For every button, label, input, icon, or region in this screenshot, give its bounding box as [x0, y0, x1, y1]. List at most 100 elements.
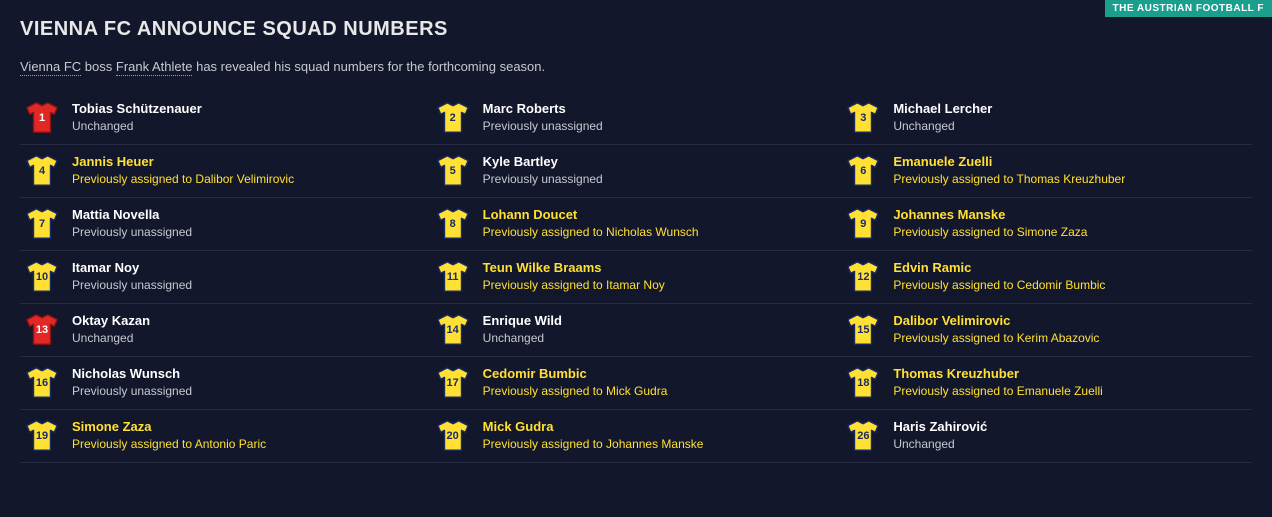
player-status: Unchanged	[893, 437, 1246, 453]
player-cell[interactable]: 8 Lohann Doucet Previously assigned to N…	[431, 198, 842, 251]
player-info: Cedomir Bumbic Previously assigned to Mi…	[475, 366, 836, 399]
player-cell[interactable]: 26 Haris Zahirović Unchanged	[841, 410, 1252, 463]
player-cell[interactable]: 2 Marc Roberts Previously unassigned	[431, 92, 842, 145]
shirt-number: 10	[36, 271, 48, 283]
player-cell[interactable]: 13 Oktay Kazan Unchanged	[20, 304, 431, 357]
player-cell[interactable]: 19 Simone Zaza Previously assigned to An…	[20, 410, 431, 463]
shirt-number: 26	[857, 430, 869, 442]
shirt-number: 14	[447, 324, 459, 336]
player-info: Oktay Kazan Unchanged	[64, 313, 425, 346]
shirt-icon: 16	[20, 366, 64, 400]
player-status: Unchanged	[483, 331, 836, 347]
shirt-icon: 14	[431, 313, 475, 347]
shirt-icon: 9	[841, 207, 885, 241]
shirt-icon: 17	[431, 366, 475, 400]
shirt-number: 9	[860, 218, 866, 230]
player-status: Previously assigned to Kerim Abazovic	[893, 331, 1246, 347]
shirt-icon: 26	[841, 419, 885, 453]
player-name[interactable]: Thomas Kreuzhuber	[893, 366, 1246, 383]
player-status: Previously assigned to Emanuele Zuelli	[893, 384, 1246, 400]
player-cell[interactable]: 7 Mattia Novella Previously unassigned	[20, 198, 431, 251]
player-name[interactable]: Cedomir Bumbic	[483, 366, 836, 383]
shirt-icon: 10	[20, 260, 64, 294]
player-info: Enrique Wild Unchanged	[475, 313, 836, 346]
shirt-icon: 3	[841, 101, 885, 135]
player-status: Previously assigned to Mick Gudra	[483, 384, 836, 400]
shirt-number: 3	[860, 112, 866, 124]
shirt-number: 4	[39, 165, 45, 177]
player-status: Previously assigned to Johannes Manske	[483, 437, 836, 453]
player-info: Nicholas Wunsch Previously unassigned	[64, 366, 425, 399]
shirt-number: 5	[450, 165, 456, 177]
player-info: Haris Zahirović Unchanged	[885, 419, 1246, 452]
player-info: Kyle Bartley Previously unassigned	[475, 154, 836, 187]
shirt-number: 7	[39, 218, 45, 230]
player-info: Thomas Kreuzhuber Previously assigned to…	[885, 366, 1246, 399]
player-info: Mick Gudra Previously assigned to Johann…	[475, 419, 836, 452]
player-cell[interactable]: 17 Cedomir Bumbic Previously assigned to…	[431, 357, 842, 410]
player-name[interactable]: Enrique Wild	[483, 313, 836, 330]
page-title: VIENNA FC ANNOUNCE SQUAD NUMBERS	[20, 18, 1252, 41]
article-container: VIENNA FC ANNOUNCE SQUAD NUMBERS Vienna …	[0, 0, 1272, 481]
player-cell[interactable]: 12 Edvin Ramic Previously assigned to Ce…	[841, 251, 1252, 304]
intro-mid: boss	[81, 59, 116, 74]
player-name[interactable]: Johannes Manske	[893, 207, 1246, 224]
player-cell[interactable]: 9 Johannes Manske Previously assigned to…	[841, 198, 1252, 251]
player-name[interactable]: Haris Zahirović	[893, 419, 1246, 436]
player-name[interactable]: Oktay Kazan	[72, 313, 425, 330]
player-name[interactable]: Edvin Ramic	[893, 260, 1246, 277]
player-status: Previously assigned to Itamar Noy	[483, 278, 836, 294]
manager-link[interactable]: Frank Athlete	[116, 59, 193, 76]
shirt-icon: 7	[20, 207, 64, 241]
player-info: Emanuele Zuelli Previously assigned to T…	[885, 154, 1246, 187]
shirt-icon: 13	[20, 313, 64, 347]
player-info: Jannis Heuer Previously assigned to Dali…	[64, 154, 425, 187]
player-name[interactable]: Simone Zaza	[72, 419, 425, 436]
player-status: Previously unassigned	[72, 278, 425, 294]
shirt-icon: 5	[431, 154, 475, 188]
player-cell[interactable]: 4 Jannis Heuer Previously assigned to Da…	[20, 145, 431, 198]
player-name[interactable]: Dalibor Velimirovic	[893, 313, 1246, 330]
player-cell[interactable]: 6 Emanuele Zuelli Previously assigned to…	[841, 145, 1252, 198]
player-cell[interactable]: 10 Itamar Noy Previously unassigned	[20, 251, 431, 304]
player-cell[interactable]: 3 Michael Lercher Unchanged	[841, 92, 1252, 145]
shirt-number: 2	[450, 112, 456, 124]
player-cell[interactable]: 15 Dalibor Velimirovic Previously assign…	[841, 304, 1252, 357]
player-name[interactable]: Mattia Novella	[72, 207, 425, 224]
shirt-icon: 11	[431, 260, 475, 294]
player-name[interactable]: Michael Lercher	[893, 101, 1246, 118]
shirt-number: 18	[857, 377, 869, 389]
intro-text: Vienna FC boss Frank Athlete has reveale…	[20, 59, 1252, 74]
shirt-number: 20	[447, 430, 459, 442]
shirt-icon: 4	[20, 154, 64, 188]
player-cell[interactable]: 18 Thomas Kreuzhuber Previously assigned…	[841, 357, 1252, 410]
club-link[interactable]: Vienna FC	[20, 59, 81, 76]
player-cell[interactable]: 11 Teun Wilke Braams Previously assigned…	[431, 251, 842, 304]
player-name[interactable]: Teun Wilke Braams	[483, 260, 836, 277]
player-name[interactable]: Kyle Bartley	[483, 154, 836, 171]
shirt-number: 17	[447, 377, 459, 389]
player-cell[interactable]: 20 Mick Gudra Previously assigned to Joh…	[431, 410, 842, 463]
shirt-icon: 18	[841, 366, 885, 400]
player-cell[interactable]: 5 Kyle Bartley Previously unassigned	[431, 145, 842, 198]
player-name[interactable]: Emanuele Zuelli	[893, 154, 1246, 171]
player-info: Michael Lercher Unchanged	[885, 101, 1246, 134]
player-name[interactable]: Lohann Doucet	[483, 207, 836, 224]
player-name[interactable]: Itamar Noy	[72, 260, 425, 277]
player-cell[interactable]: 16 Nicholas Wunsch Previously unassigned	[20, 357, 431, 410]
shirt-number: 16	[36, 377, 48, 389]
shirt-icon: 2	[431, 101, 475, 135]
player-name[interactable]: Nicholas Wunsch	[72, 366, 425, 383]
shirt-number: 8	[450, 218, 456, 230]
shirt-icon: 1	[20, 101, 64, 135]
player-cell[interactable]: 14 Enrique Wild Unchanged	[431, 304, 842, 357]
shirt-number: 6	[860, 165, 866, 177]
shirt-number: 1	[39, 112, 45, 124]
player-name[interactable]: Jannis Heuer	[72, 154, 425, 171]
player-name[interactable]: Marc Roberts	[483, 101, 836, 118]
player-name[interactable]: Tobias Schützenauer	[72, 101, 425, 118]
player-name[interactable]: Mick Gudra	[483, 419, 836, 436]
shirt-icon: 20	[431, 419, 475, 453]
player-info: Tobias Schützenauer Unchanged	[64, 101, 425, 134]
player-cell[interactable]: 1 Tobias Schützenauer Unchanged	[20, 92, 431, 145]
